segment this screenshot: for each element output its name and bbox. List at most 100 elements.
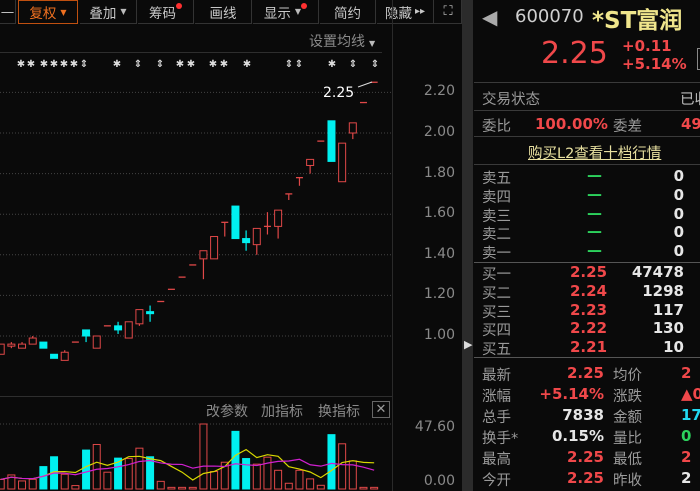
star-marker-icon[interactable]: ✱ [187,59,195,70]
volume-bar [199,423,208,490]
ask-label: 卖二 [482,227,511,244]
arrow-icon [357,81,373,88]
star-marker-icon[interactable]: ✱ [113,59,121,70]
updown-marker-icon[interactable]: ⇕ [295,59,303,70]
bid-volume: 10 [663,338,684,357]
ask-label: 卖一 [482,246,511,263]
caret-down-icon: ▼ [60,7,67,17]
volume-bar [284,482,293,490]
toolbar-collapse[interactable]: — [0,0,16,24]
stat-value: 2.25 [566,448,604,466]
volume-bar [178,486,187,490]
toolbar-button-4[interactable]: 显示 ▼ [253,0,319,24]
candle [50,353,59,359]
stat-label-right: 昨收 [613,473,642,489]
updown-marker-icon[interactable]: ⇕ [80,59,88,70]
candlestick-chart[interactable]: 2.25✱ ✱ ✱ ✱ ✱ ✱ ⇕ ✱ ⇕ ⇕ ✱ ✱ ✱ ✱ ✱ ⇕ ⇕ ✱ ⇕ ⇕ [0,0,392,395]
candle [82,329,91,343]
star-marker-icon[interactable]: ✱ [328,59,336,70]
price-axis-label: 1.20 [423,286,455,303]
l2-upgrade-link[interactable]: 购买L2查看十档行情 [528,146,662,162]
price-change: +0.11 [622,37,672,55]
candle [135,309,144,326]
caret-down-icon: ▼ [120,7,127,16]
quote-panel: ◀ 600070 *ST富润 2.25 +0.11 +5.14% 交易状态 已收… [474,0,700,491]
star-marker-icon[interactable]: ✱ [70,59,78,70]
volume-bar [28,478,37,490]
volume-bar [220,461,229,490]
star-marker-icon[interactable]: ✱ [220,59,228,70]
volume-bar [210,471,219,490]
volume-bar [327,434,336,490]
stat-label-right: 量比 [613,431,642,447]
bid-price: 2.25 [570,263,608,281]
star-marker-icon[interactable]: ✱ [176,59,184,70]
wc-value: 49 [681,115,700,133]
bid-volume: 130 [652,319,684,338]
indicator-button-2[interactable]: 换指标 [318,404,360,420]
volume-chart[interactable] [0,396,392,491]
candle [338,142,347,183]
stat-label: 今开 [482,473,511,489]
divider [0,52,382,53]
candle [124,321,133,339]
candle [199,250,208,280]
stat-value: 0.15% [551,427,604,445]
candle [60,350,69,361]
candle [274,209,283,239]
updown-marker-icon[interactable]: ⇕ [371,59,379,70]
notification-dot-icon [176,2,182,9]
star-marker-icon[interactable]: ✱ [50,59,58,70]
indicator-button-0[interactable]: 改参数 [206,404,248,420]
stat-label: 最高 [482,452,511,468]
ma10-line [0,458,375,481]
updown-marker-icon[interactable]: ⇕ [349,59,357,70]
wb-label: 委比 [482,119,511,135]
panel-toggle-strip[interactable] [462,0,473,491]
volume-bar [39,466,48,490]
toolbar-button-0[interactable]: 复权 ▼ [18,0,78,24]
star-marker-icon[interactable]: ✱ [60,59,68,70]
candle [18,342,27,349]
volume-bar [338,443,347,490]
ma-setting-dropdown[interactable]: 设置均线 ▼ [309,34,376,50]
ask-price: — [587,241,602,260]
star-marker-icon[interactable]: ✱ [40,59,48,70]
volume-bar [263,456,272,490]
volume-bar [242,458,251,490]
stock-code: 600070 [515,6,584,27]
candle [7,342,16,349]
last-price-tag: 2.25 [323,85,354,101]
ask-label: 卖四 [482,189,511,206]
price-axis-label: 1.40 [423,245,455,262]
stat-value-right: 2 [681,364,692,382]
toolbar-button-5[interactable]: 简约 [320,0,376,24]
stat-value-right: 0 [681,427,692,445]
volume-bar [60,473,69,490]
close-indicator-button[interactable]: ✕ [372,401,390,418]
bid-volume: 117 [652,300,684,319]
expand-panel-icon[interactable]: ▶ [464,338,473,351]
notification-dot-icon [301,2,308,9]
star-marker-icon[interactable]: ✱ [17,59,25,70]
stat-label: 最新 [482,368,511,384]
star-marker-icon[interactable]: ✱ [27,59,35,70]
ask-label: 卖五 [482,171,511,187]
price-axis-label: 1.60 [423,205,455,222]
volume-bar [114,457,123,490]
updown-marker-icon[interactable]: ⇕ [285,59,293,70]
toolbar-button-1[interactable]: 叠加 ▼ [80,0,137,24]
toolbar-button-3[interactable]: 画线 [195,0,252,24]
stat-value-right: 2 [681,469,692,487]
back-arrow-icon[interactable]: ◀ [482,5,498,29]
stat-label-right: 最低 [613,452,642,468]
price-axis-label: 1.80 [423,164,455,181]
star-marker-icon[interactable]: ✱ [209,59,217,70]
price-change-pct: +5.14% [622,55,687,73]
toolbar-button-2[interactable]: 筹码 [138,0,194,24]
indicator-button-1[interactable]: 加指标 [261,404,303,420]
volume-bar [295,469,304,490]
updown-marker-icon[interactable]: ⇕ [134,59,142,70]
updown-marker-icon[interactable]: ⇕ [156,59,164,70]
star-marker-icon[interactable]: ✱ [243,59,251,70]
